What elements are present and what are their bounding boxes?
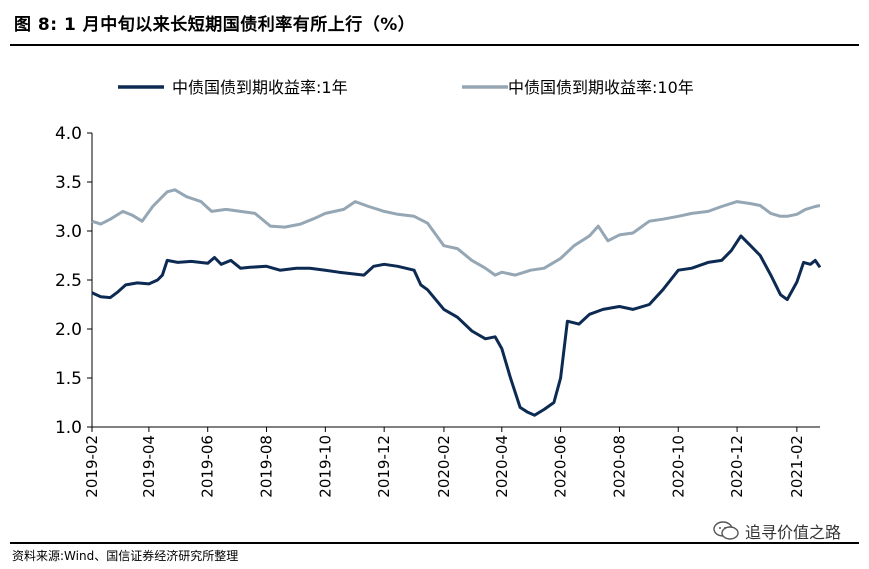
y-tick-label: 1.5 [55, 369, 82, 389]
watermark-text: 追寻价值之路 [744, 523, 841, 542]
x-tick-label: 2020-02 [435, 435, 453, 498]
source-note: 资料来源:Wind、国信证券经济研究所整理 [12, 549, 239, 563]
x-tick-label: 2019-02 [83, 435, 101, 498]
series-line-10y [91, 188, 821, 277]
wechat-icon [713, 521, 739, 540]
x-tick-label: 2019-06 [199, 435, 217, 498]
y-tick-label: 3.0 [55, 222, 82, 242]
footer-rule [10, 542, 859, 544]
x-tick-label: 2021-02 [788, 435, 806, 498]
y-tick-label: 2.5 [55, 271, 82, 291]
title-rule [10, 44, 859, 46]
watermark: 追寻价值之路 [713, 519, 841, 543]
figure-title: 图 8: 1 月中旬以来长短期国债利率有所上行（%） [14, 15, 416, 35]
x-tick-label: 2019-12 [375, 435, 393, 498]
series-line-1y [91, 234, 822, 417]
y-tick-label: 3.5 [55, 173, 82, 193]
x-tick-label: 2020-10 [669, 435, 687, 498]
legend-label-1y: 中债国债到期收益率:1年 [172, 78, 348, 97]
y-tick-label: 1.0 [55, 418, 82, 438]
x-tick-label: 2019-10 [316, 435, 334, 498]
x-tick-label: 2020-06 [552, 435, 570, 498]
legend-label-10y: 中债国债到期收益率:10年 [508, 78, 694, 97]
x-tick-label: 2020-04 [493, 435, 511, 498]
y-tick-label: 4.0 [55, 124, 82, 144]
x-tick-label: 2020-08 [610, 435, 628, 498]
x-tick-label: 2019-08 [258, 435, 276, 498]
x-tick-label: 2020-12 [728, 435, 746, 498]
x-tick-label: 2019-04 [140, 435, 158, 498]
y-tick-label: 2.0 [55, 320, 82, 340]
